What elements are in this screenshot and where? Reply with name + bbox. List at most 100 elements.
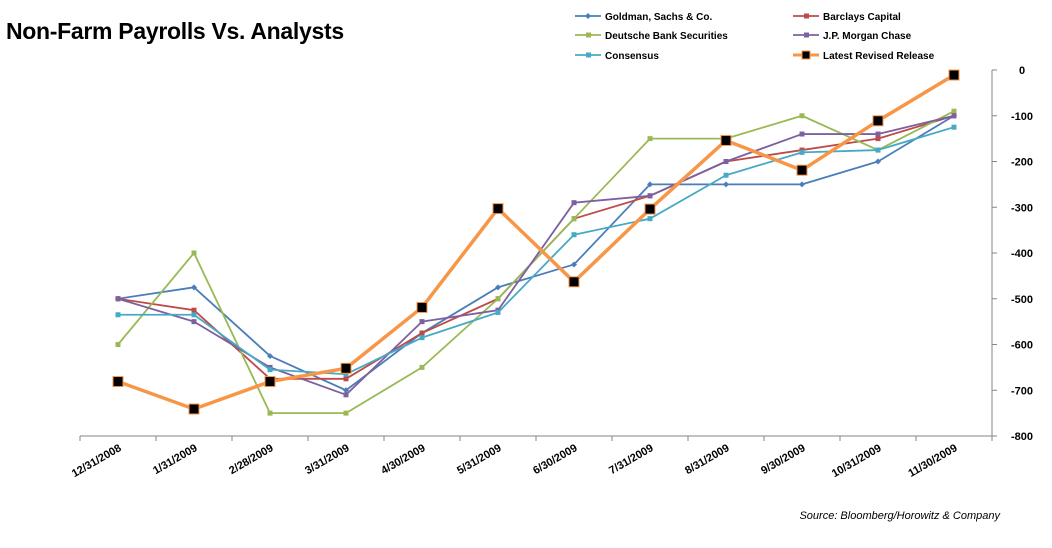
data-point — [264, 376, 276, 388]
data-point — [267, 410, 273, 416]
data-point — [644, 203, 656, 215]
data-point — [267, 352, 273, 359]
data-point — [343, 392, 349, 398]
legend-item: J.P. Morgan Chase — [793, 31, 912, 42]
y-tick-label: 0 — [1019, 65, 1025, 77]
legend-item: Barclays Capital — [793, 12, 901, 23]
data-point — [340, 362, 352, 374]
data-point — [872, 115, 884, 127]
legend-item: Latest Revised Release — [793, 50, 935, 62]
data-point — [796, 164, 808, 176]
data-point — [419, 330, 425, 336]
legend-swatch-marker — [804, 32, 809, 38]
data-point — [647, 181, 653, 188]
data-point — [495, 296, 501, 302]
x-tick-label: 1/31/2009 — [151, 442, 199, 477]
x-tick-label: 2/28/2009 — [227, 442, 275, 477]
data-point — [875, 158, 881, 165]
data-point — [951, 113, 957, 119]
data-point — [191, 284, 197, 291]
series-line — [117, 114, 955, 392]
data-point — [191, 312, 197, 318]
legend-swatch-marker — [804, 13, 809, 19]
series-line — [117, 73, 955, 411]
x-tick-label: 5/31/2009 — [455, 442, 503, 477]
y-tick-label: -700 — [1011, 385, 1033, 397]
data-point — [343, 410, 349, 416]
series-deutsche-bank-securities — [115, 108, 957, 416]
x-tick-label: 7/31/2009 — [607, 442, 655, 477]
data-point — [191, 319, 197, 325]
chart-title: Non-Farm Payrolls Vs. Analysts — [6, 18, 344, 44]
data-point — [191, 307, 197, 313]
data-point — [188, 403, 200, 415]
series-layer — [112, 69, 960, 416]
data-point — [799, 131, 805, 137]
axes: 0 -100 -200 -300 -400 -500 -600 -700 -800 12/31/2… — [70, 65, 1033, 480]
data-point — [799, 149, 805, 155]
series-line — [117, 110, 955, 415]
x-tick-label: 10/31/2009 — [830, 442, 884, 480]
x-tick-label: 9/30/2009 — [759, 442, 807, 477]
data-point — [343, 387, 349, 394]
x-tick-label: 3/31/2009 — [303, 442, 351, 477]
legend-swatch-marker — [801, 50, 811, 60]
series-consensus — [115, 124, 957, 377]
legend-label: Barclays Capital — [823, 12, 901, 23]
legend-item: Deutsche Bank Securities — [575, 31, 728, 42]
data-point — [416, 301, 428, 313]
data-point — [568, 276, 580, 288]
data-point — [571, 200, 577, 206]
legend-item: Goldman, Sachs & Co. — [575, 12, 712, 23]
legend-label: Latest Revised Release — [823, 51, 935, 62]
y-tick-label: -400 — [1011, 248, 1033, 260]
data-point — [191, 250, 197, 256]
x-tick-label: 8/31/2009 — [683, 442, 731, 477]
data-point — [419, 335, 425, 341]
data-point — [723, 181, 729, 188]
source-note: Source: Bloomberg/Horowitz & Company — [799, 510, 1000, 522]
data-point — [495, 284, 501, 291]
legend-label: Goldman, Sachs & Co. — [605, 12, 712, 23]
data-point — [571, 232, 577, 238]
data-point — [112, 376, 124, 388]
legend-swatch-marker — [585, 13, 591, 19]
series-latest-revised-release — [112, 69, 960, 415]
data-point — [875, 131, 881, 137]
legend: Goldman, Sachs & Co. Barclays Capital Deut… — [575, 12, 935, 62]
y-tick-label: -500 — [1011, 294, 1033, 306]
legend-label: Deutsche Bank Securities — [605, 31, 728, 42]
data-point — [875, 147, 881, 153]
data-point — [647, 216, 653, 222]
legend-label: J.P. Morgan Chase — [823, 31, 912, 42]
data-point — [115, 312, 121, 318]
data-point — [343, 376, 349, 382]
data-point — [571, 261, 577, 268]
data-point — [951, 108, 957, 114]
data-point — [267, 367, 273, 373]
x-tick-label: 12/31/2008 — [70, 442, 124, 480]
x-tick-label: 11/30/2009 — [906, 442, 959, 480]
data-point — [647, 193, 653, 199]
x-tick-label: 4/30/2009 — [379, 442, 427, 477]
data-point — [419, 364, 425, 370]
data-point — [875, 136, 881, 142]
data-point — [115, 342, 121, 347]
y-tick-label: -300 — [1011, 202, 1033, 214]
legend-label: Consensus — [605, 51, 659, 62]
y-tick-label: -800 — [1011, 431, 1033, 443]
data-point — [799, 181, 805, 188]
data-point — [948, 69, 960, 81]
series-line — [117, 114, 955, 396]
legend-item: Consensus — [575, 51, 659, 62]
data-point — [492, 203, 504, 215]
data-point — [115, 296, 121, 302]
data-point — [951, 124, 957, 130]
data-point — [419, 319, 425, 325]
data-point — [571, 216, 577, 222]
series-line — [118, 126, 955, 376]
data-point — [495, 309, 501, 315]
data-point — [720, 134, 732, 146]
data-point — [343, 371, 349, 377]
